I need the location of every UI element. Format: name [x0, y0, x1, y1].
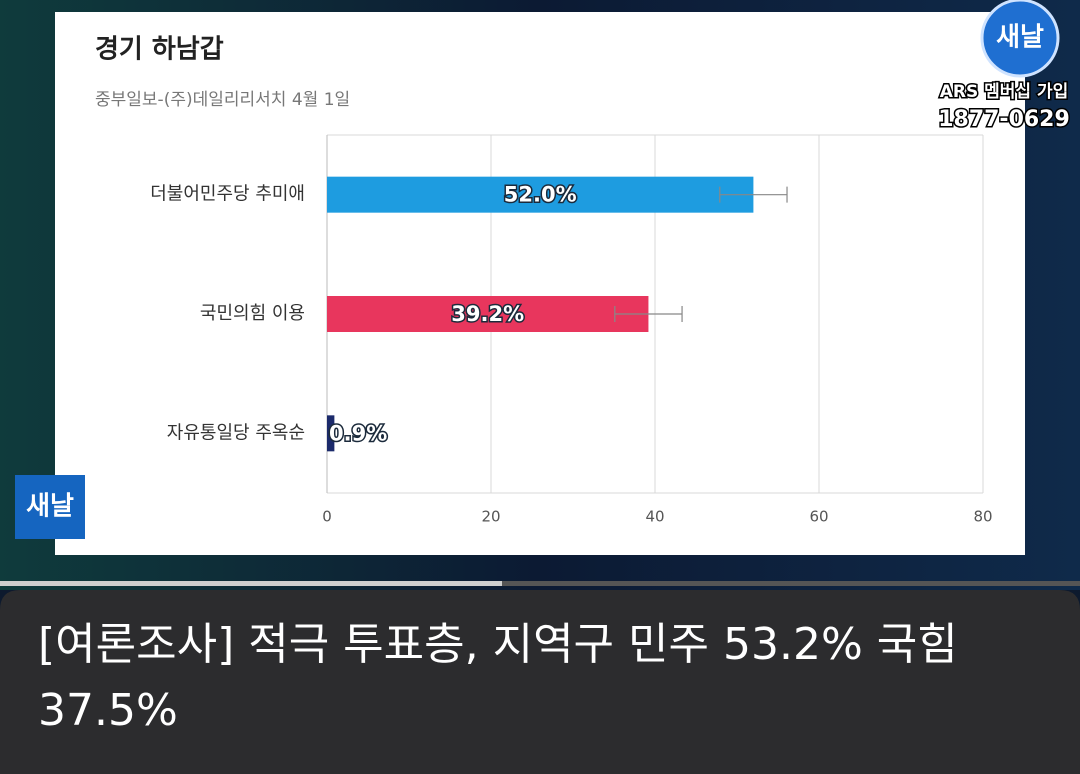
- channel-logo-text: 새날: [996, 23, 1044, 53]
- y-tick-label: 더불어민주당 추미애: [150, 184, 305, 205]
- x-tick-label: 40: [645, 508, 664, 526]
- progress-played[interactable]: [0, 581, 502, 586]
- channel-logo-circle: [980, 0, 1060, 78]
- y-tick-label: 자유통일당 주옥순: [167, 422, 305, 443]
- ars-number: 1877-0629: [938, 107, 1070, 132]
- chart-subtitle: 중부일보-(주)데일리리서치 4월 1일: [95, 90, 350, 110]
- bar: [327, 415, 335, 452]
- x-tick-label: 80: [973, 508, 992, 526]
- data-label: 39.2%: [451, 302, 524, 326]
- y-tick-label: 국민의힘 이용: [200, 303, 305, 324]
- data-label: 52.0%: [504, 183, 577, 207]
- bar: [327, 176, 754, 213]
- data-label: 0.9%: [329, 421, 387, 445]
- plot-area: 0 20 40 60 80 더불어민주당 추미애 52.0% 국민의힘 이용 39.2% 자유통일…: [150, 134, 993, 526]
- x-tick-label: 60: [809, 508, 828, 526]
- ars-label: ARS 멤버십 가입: [940, 82, 1069, 102]
- caption-panel: [0, 590, 1080, 774]
- headline: [여론조사] 적극 투표층, 지역구 민주 53.2% 국힘 37.5%: [38, 619, 958, 736]
- channel-logo-box: [15, 475, 85, 539]
- chart-panel: [55, 12, 1025, 555]
- chart-title: 경기 하남갑: [95, 35, 224, 65]
- x-tick-label: 20: [481, 508, 500, 526]
- error-bar: [614, 306, 683, 322]
- progress-track: [0, 581, 1080, 586]
- bar: [327, 296, 649, 332]
- channel-logo-text: 새날: [26, 492, 74, 522]
- x-tick-label: 0: [322, 508, 332, 526]
- error-bar: [719, 186, 788, 203]
